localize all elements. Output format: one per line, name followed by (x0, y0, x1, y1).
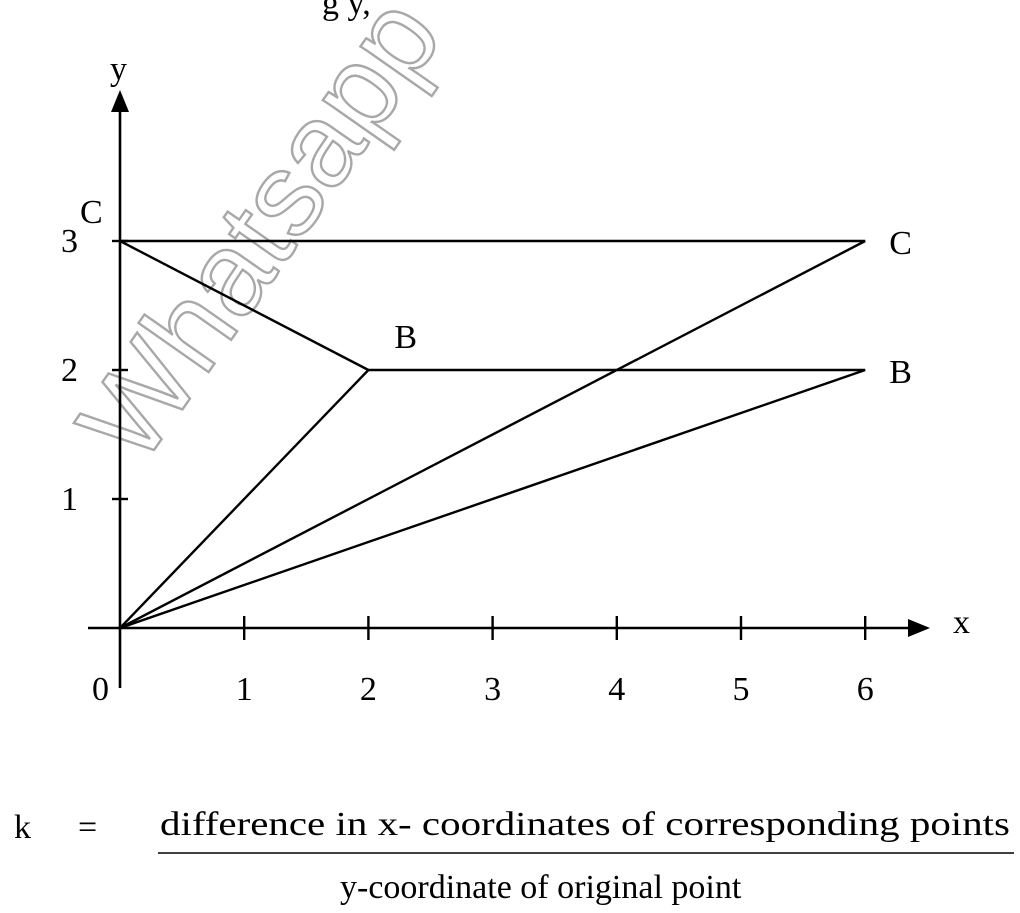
point-label-c-orig: C (80, 194, 103, 231)
x-axis-arrow-icon (908, 619, 930, 637)
point-label-b-orig: B (394, 319, 417, 356)
x-tick-label: 4 (608, 671, 625, 708)
segment-o-b_img (119, 368, 866, 630)
formula: k = difference in x- coordinates of corr… (14, 806, 1014, 906)
axis-ticks: 1 2 3 4 5 6 1 2 3 (61, 223, 874, 708)
point-label-c-img: C (889, 225, 912, 262)
point-label-b-img: B (889, 354, 912, 391)
watermark: Whatsapp 0726 1 (52, 0, 693, 486)
y-tick-label: 3 (61, 223, 78, 260)
x-axis-label: x (953, 604, 970, 641)
header-fragment: g y, (322, 0, 371, 22)
segment-o-c_img (119, 239, 866, 630)
x-tick-label: 6 (857, 671, 874, 708)
y-tick-label: 1 (61, 481, 78, 518)
formula-lhs: k (14, 809, 31, 846)
y-axis-arrow-icon (111, 90, 129, 112)
x-tick-label: 5 (733, 671, 750, 708)
diagram-segments (119, 239, 866, 630)
y-axis-label: y (110, 51, 127, 88)
formula-equals: = (78, 809, 97, 846)
y-tick-label: 2 (61, 352, 78, 389)
formula-denominator: y-coordinate of original point (340, 869, 742, 906)
origin-label: 0 (92, 671, 109, 708)
x-tick-label: 1 (236, 671, 253, 708)
point-labels: C B C B (80, 194, 912, 391)
segment-o-b_orig (119, 369, 370, 629)
watermark-text: Whatsapp 0726 1 (53, 0, 692, 485)
x-tick-label: 3 (484, 671, 501, 708)
segment-c_orig-b_orig (119, 239, 369, 372)
formula-numerator: difference in x- coordinates of correspo… (160, 806, 1010, 843)
x-tick-label: 2 (360, 671, 377, 708)
